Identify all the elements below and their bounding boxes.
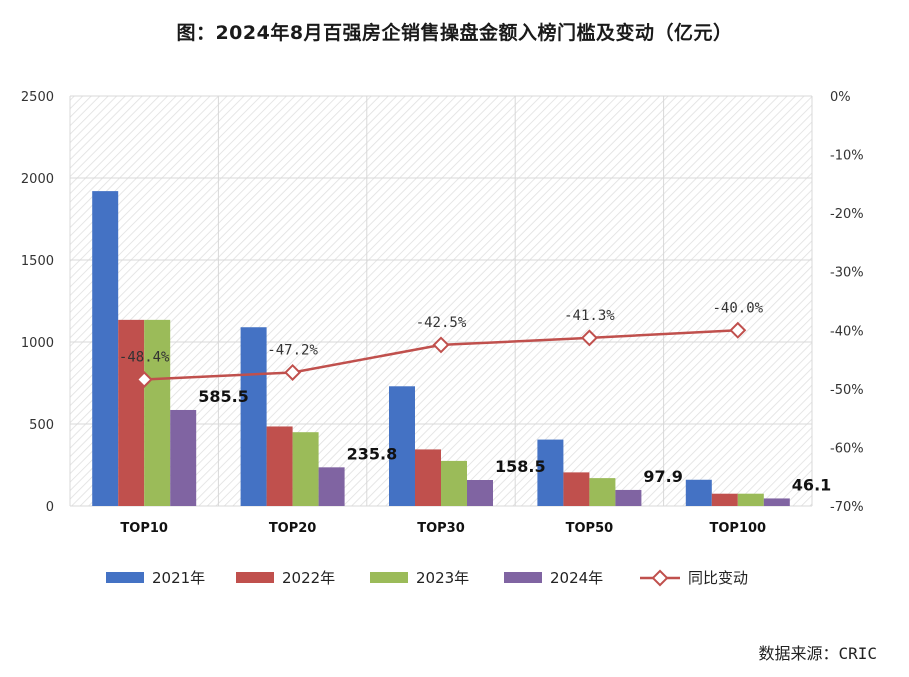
y-left-tick-label: 0 bbox=[46, 500, 54, 515]
bar-2023年-TOP50 bbox=[589, 478, 616, 506]
legend-swatch-2023年 bbox=[370, 572, 408, 583]
y-right-tick-label: -50% bbox=[830, 383, 864, 398]
legend-swatch-2021年 bbox=[106, 572, 144, 583]
yoy-point bbox=[432, 336, 450, 354]
y-left-tick-label: 1500 bbox=[21, 254, 54, 269]
bar-data-label: 97.9 bbox=[643, 467, 682, 486]
x-tick-label: TOP10 bbox=[120, 521, 168, 536]
y-right-tick-label: -10% bbox=[830, 149, 864, 164]
bar-2023年-TOP30 bbox=[441, 460, 467, 506]
y-left-tick-label: 2500 bbox=[21, 90, 54, 105]
bar-2022年-TOP30 bbox=[415, 449, 441, 506]
bar-2024年-TOP50 bbox=[615, 489, 642, 506]
x-tick-label: TOP20 bbox=[269, 521, 317, 536]
yoy-point-label: -41.3% bbox=[564, 308, 615, 324]
chart-title: 图：2024年8月百强房企销售操盘金额入榜门槛及变动（亿元） bbox=[176, 22, 733, 44]
legend-label: 2024年 bbox=[550, 569, 603, 587]
bar-2021年-TOP50 bbox=[537, 439, 564, 506]
bar-2022年-TOP20 bbox=[266, 426, 293, 506]
legend-label: 2022年 bbox=[282, 569, 335, 587]
bar-data-label: 46.1 bbox=[792, 475, 831, 494]
bar-2024年-TOP30 bbox=[467, 480, 493, 506]
x-tick-label: TOP100 bbox=[710, 521, 767, 536]
bar-2021年-TOP30 bbox=[389, 386, 415, 506]
bar-2024年-TOP20 bbox=[318, 467, 345, 506]
yoy-point bbox=[135, 371, 153, 388]
legend-label: 2023年 bbox=[416, 569, 469, 587]
bar-data-label: 585.5 bbox=[198, 387, 249, 406]
bar-2022年-TOP10 bbox=[118, 319, 145, 506]
y-left-tick-label: 1000 bbox=[21, 336, 54, 351]
legend-swatch-2024年 bbox=[504, 572, 542, 583]
bar-2024年-TOP100 bbox=[763, 498, 790, 506]
yoy-point bbox=[729, 321, 747, 339]
legend-label: 同比变动 bbox=[688, 569, 748, 587]
yoy-point bbox=[284, 363, 302, 381]
bar-2024年-TOP10 bbox=[170, 409, 197, 506]
bar-data-label: 158.5 bbox=[495, 457, 546, 476]
x-tick-label: TOP50 bbox=[566, 521, 614, 536]
bars bbox=[92, 191, 790, 506]
y-left-tick-label: 2000 bbox=[21, 172, 54, 187]
y-right-tick-label: -20% bbox=[830, 207, 864, 222]
axes: 0 500 1000 1500 2000 2500 0% -10% -20% -30% -40% -5… bbox=[21, 90, 864, 536]
source-note: 数据来源：CRIC bbox=[758, 644, 877, 663]
x-tick-label: TOP30 bbox=[417, 521, 465, 536]
data-labels: 585.5 235.8 158.5 97.9 46.1 -48.4% -47.2% -42.5… bbox=[119, 300, 831, 494]
y-right-tick-label: -70% bbox=[830, 500, 864, 515]
legend-swatch-2022年 bbox=[236, 572, 274, 583]
bar-2023年-TOP100 bbox=[737, 493, 764, 506]
yoy-point bbox=[580, 329, 598, 347]
bar-2021年-TOP100 bbox=[685, 479, 712, 506]
bar-2023年-TOP20 bbox=[292, 432, 319, 506]
y-right-tick-label: -30% bbox=[830, 266, 864, 281]
bar-2023年-TOP10 bbox=[144, 319, 171, 506]
y-right-tick-label: -60% bbox=[830, 441, 864, 456]
yoy-line bbox=[135, 321, 747, 388]
legend-label: 2021年 bbox=[152, 569, 205, 587]
y-right-tick-label: -40% bbox=[830, 324, 864, 339]
bar-data-label: 235.8 bbox=[347, 444, 398, 463]
yoy-point-label: -40.0% bbox=[713, 300, 764, 316]
y-left-tick-label: 500 bbox=[29, 418, 54, 433]
bar-2021年-TOP10 bbox=[92, 191, 119, 506]
bar-2021年-TOP20 bbox=[240, 327, 267, 506]
yoy-point-label: -48.4% bbox=[119, 349, 170, 365]
y-right-tick-label: 0% bbox=[830, 90, 851, 105]
yoy-point-label: -47.2% bbox=[267, 342, 318, 358]
bar-2022年-TOP50 bbox=[563, 472, 590, 506]
yoy-point-label: -42.5% bbox=[416, 315, 467, 331]
legend: 2021年 2022年 2023年 2024年 同比变动 bbox=[106, 569, 748, 587]
bar-2022年-TOP100 bbox=[711, 493, 738, 506]
legend-swatch-marker bbox=[651, 569, 669, 587]
